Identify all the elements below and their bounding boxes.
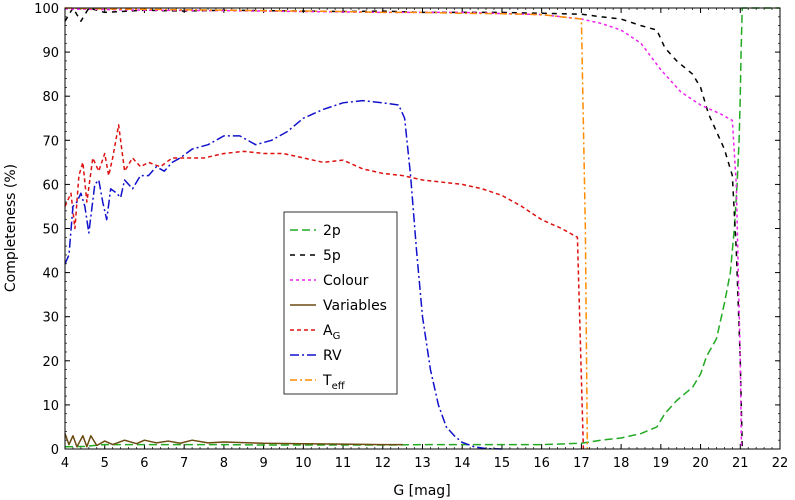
plot-frame [64, 7, 781, 450]
x-tick-label: 21 [732, 456, 749, 471]
x-tick-label: 19 [653, 456, 670, 471]
legend-label: Colour [323, 273, 369, 289]
legend-label: RV [323, 348, 342, 364]
x-tick-label: 8 [220, 456, 228, 471]
y-tick-label: 60 [42, 178, 59, 193]
x-tick-label: 7 [180, 456, 188, 471]
y-tick-labels: 0 10 20 30 40 50 60 70 80 90 100 [34, 2, 59, 458]
y-tick-label: 0 [51, 443, 59, 458]
x-tick-label: 15 [494, 456, 511, 471]
y-tick-label: 10 [42, 399, 59, 414]
x-tick-label: 14 [454, 456, 471, 471]
x-tick-label: 9 [259, 456, 267, 471]
x-tick-label: 11 [335, 456, 352, 471]
x-tick-label: 18 [613, 456, 630, 471]
y-tick-label: 50 [42, 223, 59, 238]
series-layer [64, 7, 780, 450]
series-line-2p [64, 7, 780, 448]
x-tick-label: 22 [772, 456, 789, 471]
series-line-5p [64, 7, 744, 450]
series-line-variables [64, 433, 403, 448]
y-axis-title: Completeness (%) [3, 164, 19, 292]
legend-label: Variables [323, 298, 387, 314]
y-tick-label: 70 [42, 134, 59, 149]
x-tick-labels: 4 5 6 7 8 9 10 11 12 13 14 15 16 17 18 19 20 21 22 [61, 456, 788, 471]
x-tick-label: 10 [295, 456, 312, 471]
legend-label: 5p [323, 248, 341, 264]
x-tick-label: 16 [533, 456, 550, 471]
y-tick-label: 90 [42, 46, 59, 61]
y-tick-label: 100 [34, 2, 59, 17]
legend-label: 2p [323, 223, 341, 239]
legend-label-subscript: G [333, 331, 341, 342]
x-tick-label: 4 [61, 456, 69, 471]
y-tick-label: 80 [42, 90, 59, 105]
series-line-t-eff [64, 7, 589, 450]
y-tick-label: 30 [42, 311, 59, 326]
x-axis-title: G [mag] [393, 483, 450, 499]
x-tick-label: 17 [573, 456, 590, 471]
y-tick-label: 20 [42, 355, 59, 370]
series-line-rv [64, 99, 502, 450]
x-tick-label: 13 [414, 456, 431, 471]
x-tick-label: 20 [692, 456, 709, 471]
legend-label-subscript: eff [332, 381, 346, 392]
legend-box [283, 211, 398, 395]
x-tick-label: 12 [375, 456, 392, 471]
plot-background [65, 8, 780, 449]
x-tick-label: 6 [140, 456, 148, 471]
x-tick-label: 5 [101, 456, 109, 471]
series-line-colour [64, 8, 743, 450]
series-line-a-g [64, 124, 585, 450]
y-tick-label: 40 [42, 267, 59, 282]
